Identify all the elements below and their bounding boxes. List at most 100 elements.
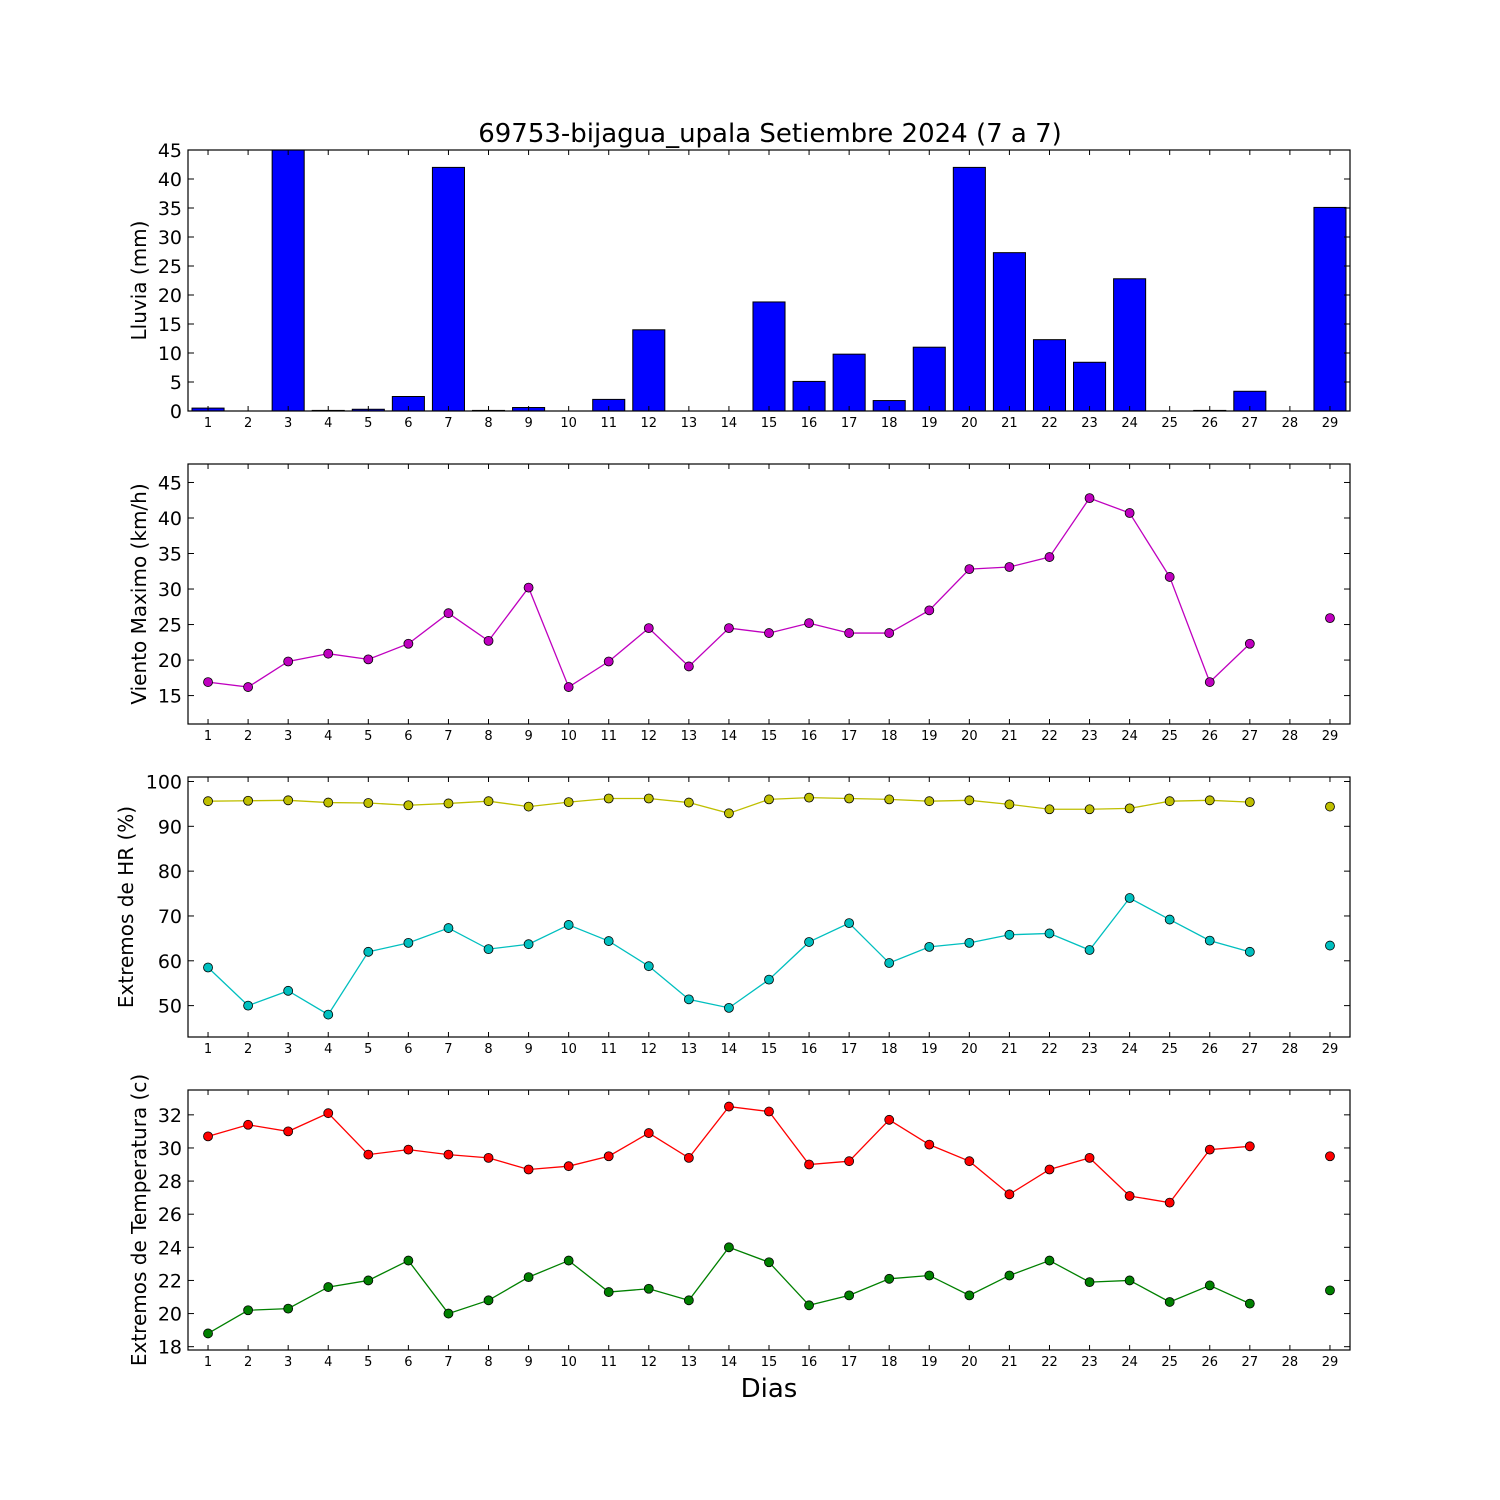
- x-tick-label: 10: [560, 1042, 577, 1057]
- rain-bar-day-23: [1073, 361, 1107, 412]
- series-2-point-day-11: [603, 1287, 614, 1297]
- series-2-point-day-19: [924, 1270, 935, 1281]
- x-tick-label: 7: [444, 729, 452, 744]
- x-tick-label: 1: [204, 1042, 212, 1057]
- x-tick-label: 10: [560, 1355, 577, 1370]
- series-1-point-day-3: [283, 1126, 294, 1137]
- panel-4: 1 2 3 4 5 6 7 8 9 10 11 12 13 14 15 16 17 18 19 20 21 22 23 24 2…: [127, 1074, 1351, 1370]
- series-2-point-day-6: [403, 1255, 414, 1266]
- series-2-point-day-18: [884, 1273, 895, 1284]
- series-1-point-day-13: [683, 797, 694, 808]
- series-2-point-day-8: [483, 1295, 494, 1306]
- x-tick-label: 29: [1322, 416, 1339, 431]
- series-1-point-day-26: [1204, 795, 1215, 806]
- x-tick-label: 25: [1161, 416, 1178, 431]
- y-tick-label: 15: [158, 314, 182, 336]
- y-axis-label: Extremos de HR (%): [114, 806, 138, 1008]
- series-2-point-day-12: [643, 961, 654, 972]
- rain-bar-day-19: [912, 346, 946, 412]
- series-1-point-day-15: [764, 1106, 774, 1117]
- series-1-point-day-13: [683, 661, 694, 672]
- x-tick-label: 16: [801, 1355, 818, 1370]
- x-tick-label: 23: [1081, 416, 1098, 431]
- x-tick-label: 11: [600, 729, 617, 744]
- x-tick-label: 1: [204, 1355, 212, 1370]
- series-2-point-day-17: [844, 1290, 855, 1301]
- series-2-point-day-7: [443, 923, 454, 933]
- series-1-point-day-19: [924, 796, 935, 807]
- x-tick-label: 15: [761, 416, 778, 431]
- y-axis-label: Viento Maximo (km/h): [127, 483, 151, 704]
- series-1-point-day-6: [403, 800, 414, 811]
- series-1-point-day-9: [523, 1164, 534, 1175]
- series-2-point-day-27: [1244, 946, 1255, 957]
- x-tick-label: 11: [600, 1355, 617, 1370]
- x-tick-label: 5: [364, 416, 372, 431]
- x-tick-label: 28: [1282, 1355, 1299, 1370]
- x-tick-label: 27: [1242, 1042, 1259, 1057]
- x-tick-label: 12: [641, 416, 658, 431]
- panel-frame: [187, 776, 1351, 1038]
- x-tick-label: 12: [641, 729, 658, 744]
- series-1-point-day-3: [283, 795, 294, 806]
- series-2-point-day-7: [443, 1308, 454, 1319]
- figure-title: 69753-bijagua_upala Setiembre 2024 (7 a …: [478, 119, 1062, 149]
- x-tick-label: 26: [1201, 729, 1218, 744]
- x-tick-label: 18: [881, 1355, 898, 1370]
- series-1-point-day-17: [844, 1156, 855, 1167]
- x-tick-label: 23: [1081, 1042, 1098, 1057]
- series-1-point-day-18: [884, 794, 895, 805]
- x-tick-label: 16: [801, 729, 818, 744]
- x-tick-label: 24: [1121, 729, 1138, 744]
- series-2-point-day-20: [964, 937, 975, 948]
- y-tick-label: 28: [158, 1171, 182, 1193]
- series-1-point-day-6: [403, 1144, 414, 1155]
- series-1-point-day-10: [563, 1161, 574, 1172]
- series-2-point-day-11: [603, 936, 614, 946]
- x-tick-label: 11: [600, 1042, 617, 1057]
- panel-frame: [187, 1089, 1351, 1351]
- rain-bar-day-22: [1032, 339, 1067, 412]
- y-tick-label: 24: [158, 1237, 182, 1259]
- x-tick-label: 13: [681, 729, 698, 744]
- x-tick-label: 19: [921, 416, 938, 431]
- series-1-point-day-9: [523, 582, 534, 593]
- series-1-point-day-26: [1204, 1144, 1215, 1155]
- y-tick-label: 40: [158, 508, 182, 530]
- y-tick-label: 22: [158, 1270, 182, 1292]
- series-2-point-day-13: [683, 1295, 694, 1306]
- y-tick-label: 30: [158, 227, 182, 249]
- series-1-point-day-25: [1164, 572, 1175, 582]
- y-tick-label: 20: [158, 650, 182, 672]
- series-1-point-day-7: [443, 608, 454, 619]
- x-tick-label: 10: [560, 729, 577, 744]
- series-1-point-day-5: [363, 654, 374, 665]
- series-1-point-day-7: [443, 798, 454, 809]
- series-2-point-day-24: [1124, 1275, 1135, 1286]
- x-tick-label: 2: [244, 729, 252, 744]
- y-tick-label: 90: [158, 816, 182, 838]
- x-tick-label: 1: [204, 729, 212, 744]
- series-2-point-day-4: [323, 1282, 334, 1292]
- series-1-point-day-5: [363, 1149, 374, 1160]
- x-tick-label: 21: [1001, 729, 1018, 744]
- x-tick-label: 29: [1322, 1355, 1339, 1370]
- series-2-point-day-1: [203, 962, 213, 973]
- x-tick-label: 4: [324, 416, 332, 431]
- series-2-point-day-9: [523, 939, 534, 950]
- series-1-point-day-1: [203, 677, 213, 687]
- x-tick-label: 19: [921, 1042, 938, 1057]
- y-tick-label: 80: [158, 861, 182, 883]
- x-tick-label: 14: [721, 416, 738, 431]
- series-1-point-day-27: [1244, 638, 1255, 649]
- x-tick-label: 17: [841, 729, 858, 744]
- x-tick-label: 19: [921, 729, 938, 744]
- y-tick-label: 15: [158, 686, 182, 708]
- x-tick-label: 7: [444, 1042, 452, 1057]
- x-tick-label: 18: [881, 416, 898, 431]
- series-2-point-day-25: [1164, 914, 1175, 925]
- y-tick-label: 50: [158, 996, 182, 1018]
- series-1-point-day-2: [243, 1119, 254, 1130]
- x-tick-label: 21: [1001, 1042, 1018, 1057]
- rain-bar-day-3: [271, 149, 305, 412]
